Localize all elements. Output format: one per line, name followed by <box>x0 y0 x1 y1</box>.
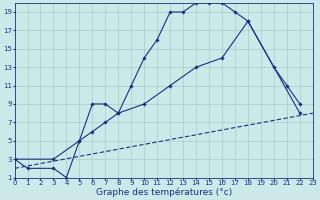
X-axis label: Graphe des températures (°c): Graphe des températures (°c) <box>96 188 232 197</box>
